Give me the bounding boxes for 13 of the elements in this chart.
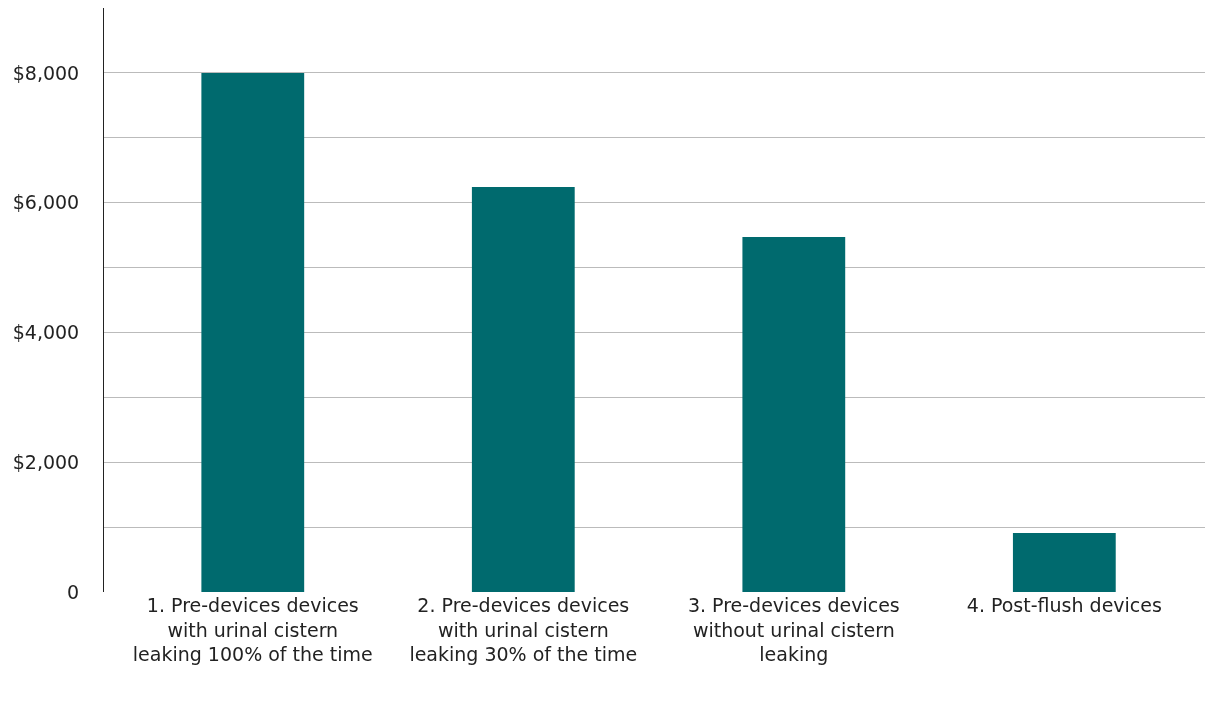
y-tick-label: $4,000 [12, 321, 80, 344]
y-tick-label: $6,000 [12, 191, 80, 214]
x-tick-label: 1. Pre-devices devices with urinal cistern leaking 100% of the time [132, 594, 373, 666]
y-tick-label: $2,000 [12, 450, 80, 473]
y-tick-label: $8,000 [12, 61, 80, 84]
y-tick-label: 0 [67, 580, 80, 603]
bar [201, 72, 305, 592]
x-tick-label: 2. Pre-devices devices with urinal cistern leaking 30% of the time [409, 594, 638, 666]
bar [471, 187, 575, 592]
bar [1012, 532, 1116, 592]
x-tick-label: 4. Post-flush devices [966, 594, 1162, 616]
bar [742, 237, 846, 592]
x-tick-label: 3. Pre-devices devices without urinal cistern leaking [687, 594, 900, 666]
